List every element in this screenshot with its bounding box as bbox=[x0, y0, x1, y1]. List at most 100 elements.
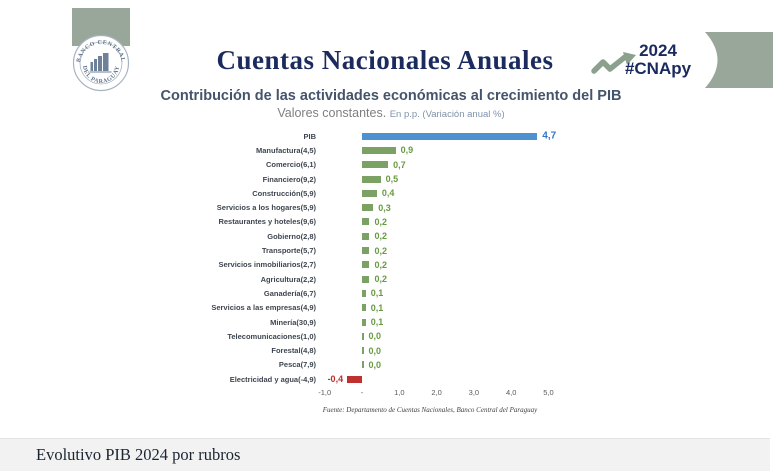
bar-area: 0,3 bbox=[316, 200, 782, 214]
chart-row: Ganadería(6,7) 0,1 bbox=[0, 286, 782, 300]
value-label: 0,2 bbox=[374, 231, 387, 242]
value-label: 0,0 bbox=[368, 331, 382, 342]
x-tick-label: 4,0 bbox=[505, 388, 517, 397]
chart-row: Telecomunicaciones(1,0) 0,0 bbox=[0, 329, 782, 343]
bar bbox=[362, 146, 396, 154]
bar bbox=[362, 304, 366, 312]
chart-row: Financiero(9,2) 0,5 bbox=[0, 172, 782, 186]
caption-bar: Evolutivo PIB 2024 por rubros bbox=[0, 438, 770, 471]
bar-area: -0,4 bbox=[316, 372, 782, 386]
value-label: 0,1 bbox=[370, 317, 384, 327]
bar-area: 0,2 bbox=[316, 229, 782, 243]
value-label: 0,1 bbox=[370, 288, 384, 299]
chart-source: Fuente: Departamento de Cuentas Nacional… bbox=[322, 406, 538, 414]
bar-area: 0,5 bbox=[316, 172, 782, 186]
bar-area: 0,2 bbox=[316, 243, 782, 257]
bar-area: 0,1 bbox=[316, 286, 782, 300]
bar bbox=[362, 132, 538, 140]
bar bbox=[362, 218, 370, 226]
bar-area: 0,1 bbox=[316, 315, 782, 329]
bar bbox=[362, 247, 370, 255]
bar bbox=[362, 161, 389, 169]
bar bbox=[362, 361, 364, 369]
bar bbox=[362, 347, 364, 355]
x-tick-label: 3,0 bbox=[468, 388, 480, 397]
bar bbox=[362, 204, 374, 212]
x-tick-label: -1,0 bbox=[318, 388, 332, 397]
bar bbox=[362, 175, 381, 183]
year-label: 2024 bbox=[639, 41, 677, 60]
bar-area: 0,2 bbox=[316, 215, 782, 229]
chart-row: Manufactura(4,5) 0,9 bbox=[0, 143, 782, 157]
chart-subtitle-note: En p.p. (Variación anual %) bbox=[389, 109, 505, 120]
bar bbox=[362, 318, 366, 326]
x-tick-label: 2,0 bbox=[431, 388, 442, 397]
corner-ribbon bbox=[705, 32, 773, 88]
value-label: 0,2 bbox=[374, 245, 387, 256]
campaign-badge: 2024 #CNApy bbox=[620, 41, 696, 79]
bar bbox=[362, 289, 366, 297]
category-label: Telecomunicaciones(1,0) bbox=[227, 331, 316, 341]
bar bbox=[362, 189, 377, 197]
value-label: 0,0 bbox=[368, 359, 382, 370]
category-label: Electricidad y agua(-4,9) bbox=[229, 374, 316, 384]
chart-title: Contribución de las actividades económic… bbox=[160, 88, 622, 104]
bar bbox=[362, 332, 364, 340]
chart-row: Servicios a las empresas(4,9) 0,1 bbox=[0, 301, 782, 315]
value-label: 0,2 bbox=[374, 274, 387, 285]
chart-row: Forestal(4,8) 0,0 bbox=[0, 343, 782, 357]
hashtag-label: #CNApy bbox=[624, 59, 692, 79]
bar-area: 0,2 bbox=[316, 258, 782, 272]
category-label: Servicios a los hogares(5,9) bbox=[216, 203, 316, 213]
chart-row: Agricultura(2,2) 0,2 bbox=[0, 272, 782, 286]
bcp-seal-logo: BANCO CENTRAL DEL PARAGUAY bbox=[72, 34, 130, 92]
x-tick-label: 1,0 bbox=[394, 388, 405, 397]
chart-row: Comercio(6,1) 0,7 bbox=[0, 158, 782, 172]
value-label: 0,7 bbox=[393, 159, 406, 170]
value-label: 0,0 bbox=[368, 345, 382, 356]
value-label: -0,4 bbox=[327, 374, 344, 385]
value-label: 0,2 bbox=[374, 216, 387, 227]
chart-row: Minería(30,9) 0,1 bbox=[0, 315, 782, 329]
category-label: Forestal(4,8) bbox=[271, 346, 316, 356]
bar-area: 0,9 bbox=[316, 143, 782, 157]
bar bbox=[362, 261, 370, 269]
chart-row: Electricidad y agua(-4,9) -0,4 bbox=[0, 372, 782, 386]
bar bbox=[362, 275, 370, 283]
category-label: Servicios a las empresas(4,9) bbox=[211, 303, 316, 313]
chart-row: Pesca(7,9) 0,0 bbox=[0, 358, 782, 372]
category-label: Pesca(7,9) bbox=[278, 360, 316, 370]
bar-area: 0,0 bbox=[316, 358, 782, 372]
value-label: 0,4 bbox=[381, 188, 395, 199]
bar-area: 0,4 bbox=[316, 186, 782, 200]
value-label: 4,7 bbox=[542, 130, 557, 142]
chart-row: Servicios a los hogares(5,9) 0,3 bbox=[0, 200, 782, 214]
category-label: Servicios inmobiliarios(2,7) bbox=[218, 260, 316, 270]
bar-area: 4,7 bbox=[316, 129, 782, 143]
category-label: PIB bbox=[303, 131, 316, 141]
x-tick-label: 5,0 bbox=[543, 388, 554, 397]
chart-row: Transporte(5,7) 0,2 bbox=[0, 243, 782, 257]
chart-row: Construcción(5,9) 0,4 bbox=[0, 186, 782, 200]
value-label: 0,5 bbox=[385, 174, 399, 185]
chart-subtitle-main: Valores constantes. bbox=[277, 106, 387, 120]
seal-buildings-icon bbox=[89, 53, 112, 73]
category-label: Financiero(9,2) bbox=[262, 174, 316, 184]
bar bbox=[362, 232, 370, 240]
category-label: Agricultura(2,2) bbox=[260, 274, 316, 284]
x-tick-label: - bbox=[360, 388, 364, 397]
category-label: Minería(30,9) bbox=[270, 317, 316, 327]
value-label: 0,3 bbox=[378, 202, 391, 213]
bar-area: 0,7 bbox=[316, 158, 782, 172]
chart-row: PIB 4,7 bbox=[0, 129, 782, 143]
caption-text: Evolutivo PIB 2024 por rubros bbox=[36, 445, 241, 464]
category-label: Transporte(5,7) bbox=[261, 246, 316, 256]
bar-area: 0,1 bbox=[316, 301, 782, 315]
bar-area: 0,0 bbox=[316, 329, 782, 343]
category-label: Manufactura(4,5) bbox=[255, 145, 316, 155]
bar-area: 0,0 bbox=[316, 343, 782, 357]
bar-area: 0,2 bbox=[316, 272, 782, 286]
chart-row: Restaurantes y hoteles(9,6) 0,2 bbox=[0, 215, 782, 229]
chart-row: Servicios inmobiliarios(2,7) 0,2 bbox=[0, 258, 782, 272]
